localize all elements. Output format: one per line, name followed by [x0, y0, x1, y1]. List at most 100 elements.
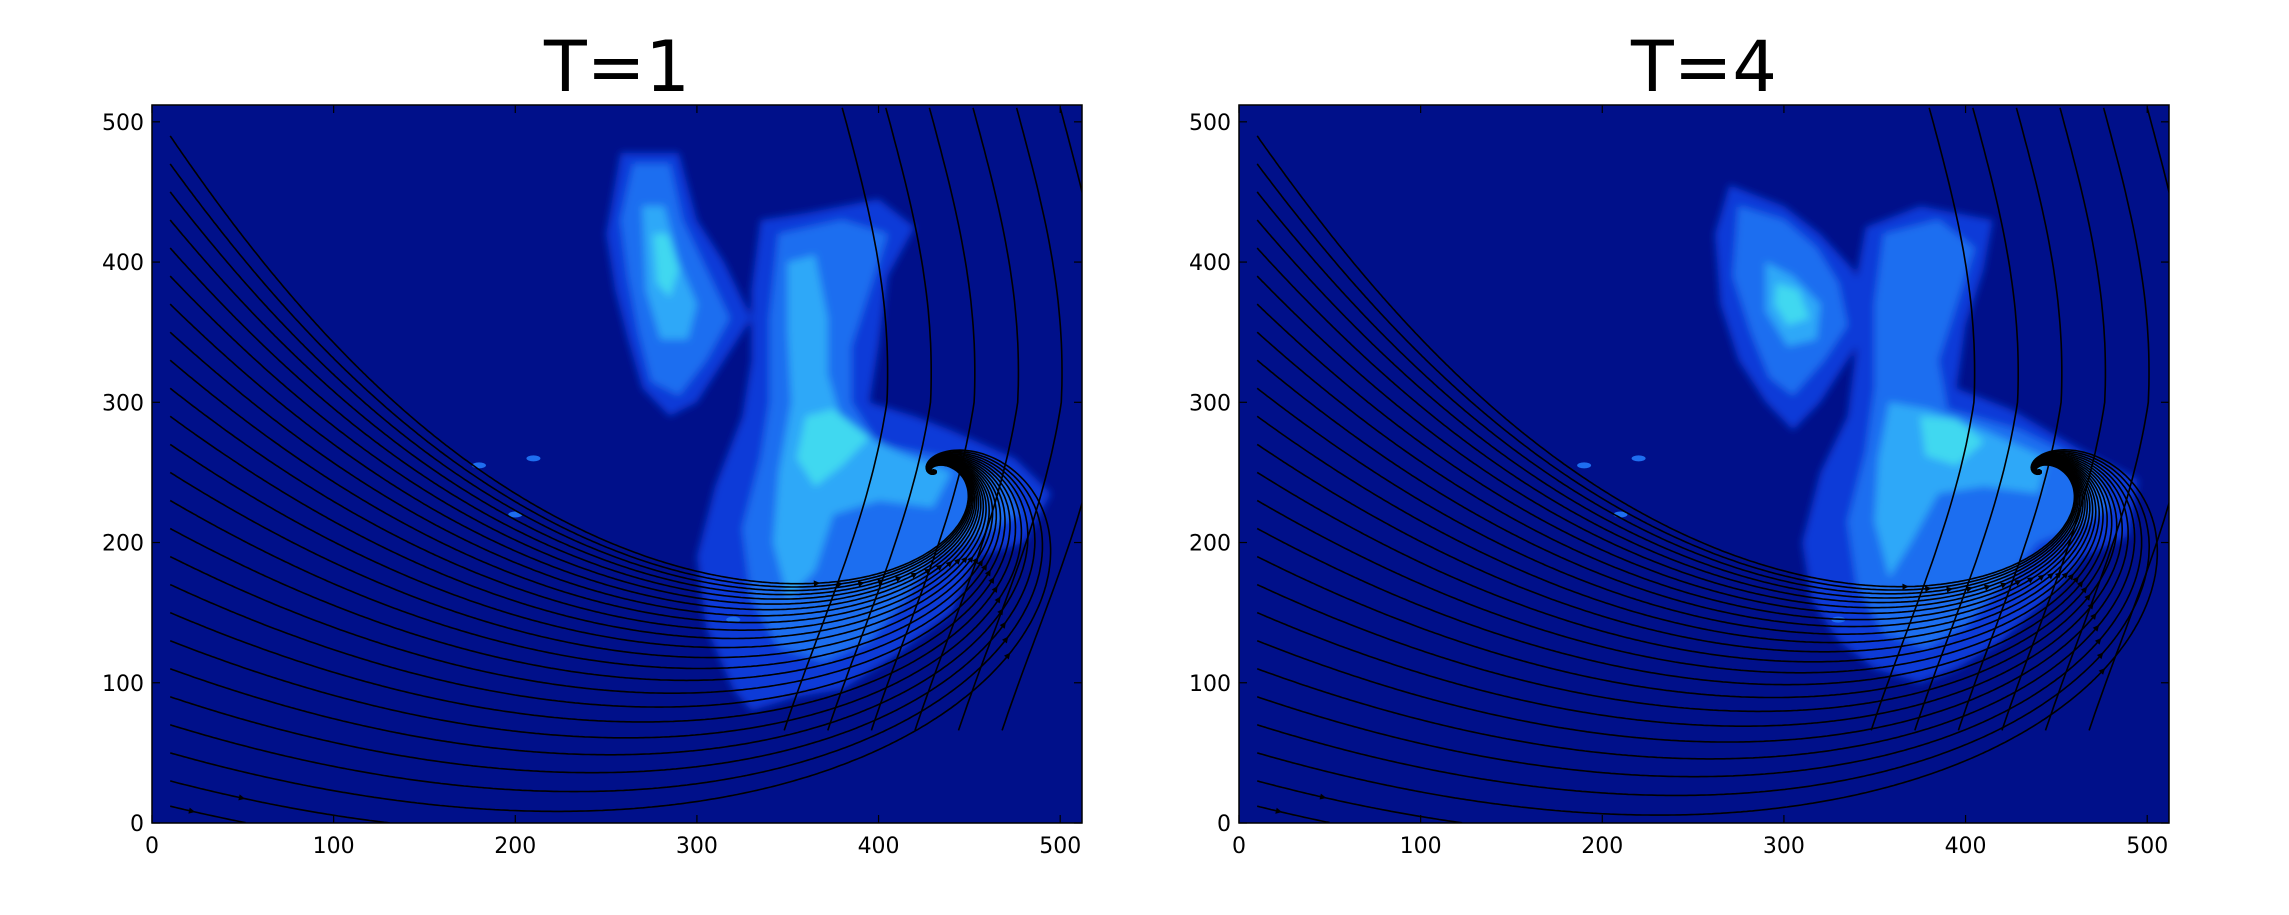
x-tick-label: 0 [1232, 834, 1246, 859]
streamline-arrow [981, 563, 988, 571]
streamline-arrow [984, 569, 991, 577]
y-tick-label: 300 [1189, 391, 1231, 416]
streamline-arrow [2014, 580, 2022, 586]
x-tick-label: 0 [145, 834, 159, 859]
streamline-arrow [994, 596, 1001, 604]
streamline [169, 780, 391, 823]
streamline-arrow [895, 576, 903, 583]
density-region-peak [1920, 416, 1984, 466]
streamline-arrow [1983, 584, 1991, 591]
streamline-arrow [2037, 574, 2045, 581]
streamline [957, 107, 1063, 731]
streamline [169, 449, 1052, 813]
y-tick-label: 400 [102, 251, 144, 276]
streamline [870, 107, 976, 731]
streamlines [169, 107, 1082, 823]
streamline-arrow [2072, 576, 2079, 584]
streamline [914, 107, 1020, 731]
density-region-high [773, 255, 952, 599]
streamline [1870, 107, 1976, 731]
streamline-arrow [188, 807, 196, 814]
panel-t4: T=4 0 100 200 300 400 500 0 100 200 300 400 500 [1144, 0, 2288, 915]
streamline-arrow [2027, 577, 2034, 584]
streamline [827, 107, 932, 731]
streamline-arrow [2061, 571, 2069, 579]
streamline-arrow [2092, 624, 2100, 632]
streamline [170, 805, 246, 823]
y-tick-label: 100 [1189, 672, 1231, 697]
streamline-arrow [2067, 573, 2074, 581]
streamline [783, 107, 889, 731]
streamline [1914, 107, 2019, 731]
streamline-arrow [2096, 652, 2104, 660]
streamline-arrow [910, 572, 918, 579]
panel-title: T=4 [1631, 26, 1777, 108]
streamline-arrow [2098, 668, 2106, 675]
streamline-arrow [1004, 652, 1011, 660]
streamline [1957, 107, 2063, 731]
streamline-arrow [935, 564, 943, 571]
streamline-arrow [857, 580, 865, 587]
density-region-peak [653, 234, 679, 298]
streamline-arrow [2084, 593, 2091, 601]
y-tick-label: 100 [102, 672, 144, 697]
y-tick-label: 400 [1189, 251, 1231, 276]
streamline-arrow [977, 559, 983, 567]
streamline-arrow [2090, 613, 2097, 620]
y-tick-label: 0 [130, 812, 144, 837]
streamline-arrow [945, 560, 953, 568]
streamline-arrow [1924, 585, 1932, 592]
streamline-arrow [813, 580, 821, 587]
streamline [2088, 107, 2169, 731]
streamline [2044, 107, 2150, 731]
x-tick-label: 500 [1039, 834, 1081, 859]
streamline-arrow [1946, 586, 1953, 593]
axes-frame [1238, 104, 2170, 824]
streamline-arrow [991, 585, 998, 593]
streamline-arrow [2000, 582, 2008, 589]
axes-frame [151, 104, 1083, 824]
x-tick-label: 300 [1763, 834, 1805, 859]
x-tick-label: 500 [2126, 834, 2168, 859]
y-tick-label: 300 [102, 391, 144, 416]
streamline [1256, 448, 2159, 816]
streamline-arrow [2080, 586, 2088, 594]
density-speck [526, 455, 541, 462]
streamline-arrow [238, 794, 246, 801]
plot-area [1256, 107, 2169, 823]
density-layer [1714, 184, 2139, 683]
streamline [1256, 805, 1330, 823]
streamline [1256, 780, 1463, 823]
x-tick-label: 100 [1400, 834, 1442, 859]
streamline-arrow [988, 576, 995, 584]
streamline-arrow [961, 556, 968, 564]
streamline-arrow [1002, 636, 1009, 644]
plot-area [169, 107, 1082, 823]
x-tick-label: 100 [313, 834, 355, 859]
panel-t1: T=1 0 100 200 300 400 500 0 100 200 300 400 500 [0, 0, 1144, 915]
streamline-arrow [1319, 793, 1327, 800]
heatmap-streamline-plot: 0 100 200 300 400 500 0 100 200 300 400 500 [102, 104, 1083, 859]
x-tick-label: 200 [494, 834, 536, 859]
x-tick-label: 400 [1945, 834, 1987, 859]
y-tick-label: 500 [102, 111, 144, 136]
streamline-arrow [999, 621, 1006, 629]
y-tick-label: 0 [1217, 812, 1231, 837]
panel-title: T=1 [544, 26, 690, 108]
density-region-peak [1774, 283, 1810, 326]
streamline [2001, 107, 2107, 731]
streamline-arrow [1965, 586, 1973, 593]
density-region-peak [796, 409, 870, 487]
y-tick-label: 200 [1189, 532, 1231, 557]
streamlines [1256, 107, 2169, 823]
y-tick-label: 200 [102, 532, 144, 557]
streamline [1001, 107, 1082, 731]
streamline-arrow [2047, 572, 2054, 580]
x-tick-label: 200 [1581, 834, 1623, 859]
density-speck [1631, 455, 1646, 462]
density-region-high [1874, 402, 2048, 578]
streamline-arrow [1902, 583, 1909, 590]
streamline-arrow [967, 555, 974, 563]
streamline-arrow [1275, 807, 1283, 814]
